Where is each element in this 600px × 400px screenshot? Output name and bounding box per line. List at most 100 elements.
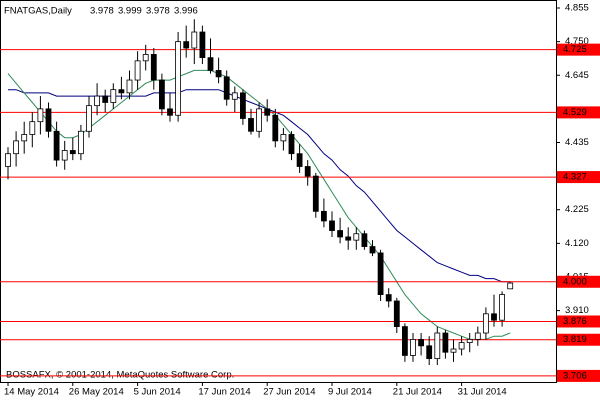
candle-body xyxy=(296,153,303,167)
candle-body xyxy=(5,153,11,167)
level-label-bg xyxy=(557,43,600,56)
candle-body xyxy=(369,246,376,254)
candle-body xyxy=(86,105,92,132)
candle-body xyxy=(304,166,311,177)
candle-body xyxy=(434,332,441,360)
candle-body xyxy=(280,134,287,142)
candle-body xyxy=(401,326,408,356)
candle-body xyxy=(150,54,157,81)
candle-body xyxy=(337,230,344,238)
candle-body xyxy=(507,282,514,290)
candle-body xyxy=(69,150,76,155)
candle-body xyxy=(167,108,173,116)
candle-body xyxy=(312,175,319,212)
candle-body xyxy=(158,79,165,110)
y-tick-label: 4.750 xyxy=(565,36,589,47)
ohlc-low: 3.978 xyxy=(146,6,170,17)
x-tick-label: 26 May 2014 xyxy=(69,387,124,398)
ohlc-open: 3.978 xyxy=(90,6,114,17)
level-label-bg xyxy=(557,106,600,119)
candle-body xyxy=(94,95,100,107)
y-tick-label: 4.435 xyxy=(565,137,589,148)
level-label-bg xyxy=(557,171,600,184)
candle-body xyxy=(474,332,481,340)
level-label: 3.876 xyxy=(563,316,587,327)
candle-body xyxy=(61,150,68,161)
y-tick-label: 4.855 xyxy=(565,3,589,14)
candle-body xyxy=(183,41,190,49)
y-tick-label: 3.910 xyxy=(565,305,589,316)
candle-body xyxy=(256,108,263,132)
candle-body xyxy=(442,332,449,353)
candle-body xyxy=(231,92,238,100)
level-label-bg xyxy=(557,369,600,382)
candle-body xyxy=(78,130,84,155)
candle-body xyxy=(223,76,230,100)
candle-body xyxy=(134,60,141,81)
candle-body xyxy=(458,342,465,350)
x-tick-label: 14 May 2014 xyxy=(4,387,59,398)
candle-body xyxy=(288,134,295,155)
candle-body xyxy=(248,118,254,132)
level-label-bg xyxy=(557,315,600,328)
candle-body xyxy=(110,89,117,103)
candle-body xyxy=(418,339,425,347)
candle-body xyxy=(393,300,400,328)
level-label: 4.327 xyxy=(563,172,587,183)
x-tick-label: 9 Jul 2014 xyxy=(328,387,372,398)
candle-body xyxy=(329,220,335,231)
x-tick-label: 17 Jun 2014 xyxy=(198,387,250,398)
candle-body xyxy=(175,41,182,116)
plot-frame xyxy=(0,0,557,383)
candle-body xyxy=(21,134,28,142)
candle-body xyxy=(345,236,352,241)
candle-body xyxy=(29,121,36,135)
candle-body xyxy=(53,130,60,161)
candle-body xyxy=(272,114,279,142)
candle-body xyxy=(142,54,149,62)
candle-body xyxy=(361,233,368,247)
level-label-bg xyxy=(557,275,600,288)
candle-body xyxy=(199,31,206,59)
candle-body xyxy=(377,252,384,295)
candle-body xyxy=(426,345,433,360)
x-tick-label: 21 Jul 2014 xyxy=(393,387,442,398)
level-label-bg xyxy=(557,333,600,346)
candle-body xyxy=(207,57,214,71)
level-label: 4.725 xyxy=(563,44,587,55)
candle-body xyxy=(239,92,246,119)
level-label: 3.706 xyxy=(563,370,587,381)
candle-body xyxy=(102,95,109,103)
candle-body xyxy=(410,339,416,356)
y-tick-label: 4.645 xyxy=(565,70,589,81)
footnote: BOSSAFX, © 2001-2014, MetaQuotes Softwar… xyxy=(6,370,234,381)
candle-body xyxy=(215,70,222,78)
level-label: 4.529 xyxy=(563,107,587,118)
candle-body xyxy=(320,210,327,222)
candle-body xyxy=(191,31,198,49)
candle-body xyxy=(45,108,52,132)
candle-body xyxy=(353,233,360,241)
x-tick-label: 5 Jun 2014 xyxy=(134,387,181,398)
y-tick-label: 4.225 xyxy=(565,204,589,215)
y-tick-label: 4.120 xyxy=(565,238,589,249)
candle-body xyxy=(385,294,392,302)
level-label: 3.819 xyxy=(563,334,587,345)
level-label: 4.000 xyxy=(563,276,587,287)
x-tick-label: 27 Jun 2014 xyxy=(263,387,315,398)
candle-body xyxy=(466,339,473,344)
candle-body xyxy=(482,313,489,334)
candle-body xyxy=(264,108,271,116)
candle-body xyxy=(13,140,20,155)
candle-body xyxy=(499,294,506,321)
candle-body xyxy=(491,313,497,321)
x-tick-label: 31 Jul 2014 xyxy=(458,387,507,398)
candle-body xyxy=(118,89,125,94)
candle-body xyxy=(37,108,44,123)
ohlc-close: 3.996 xyxy=(174,6,198,17)
chart-title: FNATGAS,Daily xyxy=(4,6,72,17)
ohlc-high: 3.999 xyxy=(118,6,142,17)
candle-body xyxy=(126,79,133,94)
candle-body xyxy=(450,348,457,353)
